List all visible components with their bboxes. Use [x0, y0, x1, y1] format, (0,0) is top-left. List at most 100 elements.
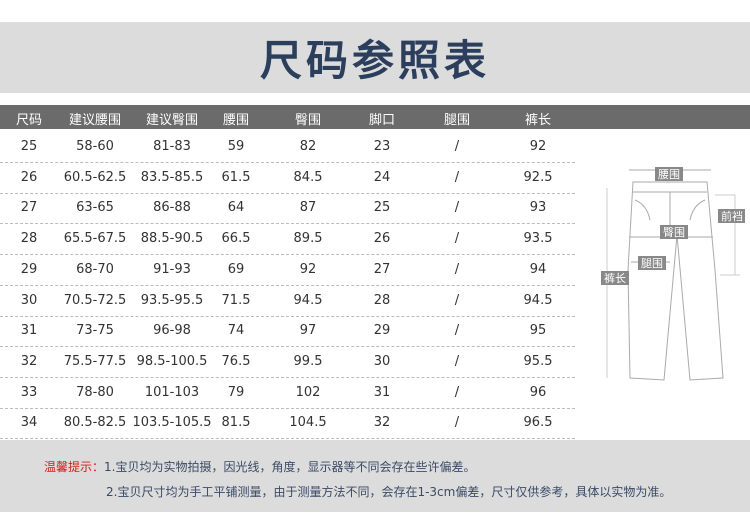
table-cell: 58-60 [76, 139, 114, 154]
table-cell: 63-65 [76, 200, 114, 216]
label-front-rise: 前裆 [721, 209, 743, 223]
table-cell: 25 [20, 139, 38, 154]
table-cell: 25 [373, 200, 391, 216]
table-cell: 96.5 [523, 415, 553, 431]
table-cell: / [454, 323, 460, 339]
table-cell: 29 [20, 261, 38, 277]
table-row: 32 75.5-77.5 98.5-100.5 76.5 99.5 30 / 95.5 [0, 346, 575, 378]
table-row: 30 70.5-72.5 93.5-95.5 71.5 94.5 28 / 94.5 [0, 285, 575, 317]
label-length: 裤长 [604, 271, 626, 285]
table-cell: 75.5-77.5 [63, 353, 127, 369]
table-cell: 80.5-82.5 [63, 415, 127, 431]
table-cell: 30 [20, 292, 38, 308]
table-cell: 69 [227, 261, 245, 277]
table-cell: 31 [373, 384, 391, 400]
table-cell: 28 [20, 231, 38, 247]
table-cell: 94.5 [293, 292, 323, 308]
table-cell: 96 [529, 384, 547, 400]
table-cell: 76.5 [221, 353, 251, 369]
table-header: 尺码 建议腰围 建议臀围 腰围 臀围 脚口 腿围 裤长 [0, 105, 750, 129]
table-cell: 101-103 [144, 384, 200, 400]
table-row: 28 65.5-67.5 88.5-90.5 66.5 89.5 26 / 93.5 [0, 223, 575, 256]
page-title: 尺码参照表 [259, 36, 490, 85]
table-cell: / [454, 415, 460, 431]
table-cell: 91-93 [153, 261, 191, 277]
table-cell: 59 [227, 139, 245, 154]
tip-1: 1.宝贝均为实物拍摄，因光线，角度，显示器等不同会存在些许偏差。 [104, 460, 476, 474]
column-header: 裤长 [524, 113, 552, 128]
table-cell: 29 [373, 323, 391, 339]
table-cell: 93.5-95.5 [140, 292, 204, 308]
label-thigh: 腿围 [641, 257, 663, 270]
tips-footer: 温馨提示：1.宝贝均为实物拍摄，因光线，角度，显示器等不同会存在些许偏差。 2.… [0, 440, 750, 512]
table-cell: 86-88 [153, 200, 191, 216]
table-cell: 66.5 [221, 231, 251, 247]
table-cell: 27 [373, 261, 391, 277]
table-cell: 34 [20, 415, 38, 431]
table-cell: 98.5-100.5 [136, 353, 208, 369]
table-cell: 95.5 [523, 353, 553, 369]
table-cell: 81-83 [153, 139, 191, 154]
table-cell: 73-75 [76, 323, 114, 339]
table-row: 26 60.5-62.5 83.5-85.5 61.5 84.5 24 / 92.5 [0, 162, 575, 194]
table-cell: 60.5-62.5 [63, 169, 127, 185]
table-cell: 24 [373, 169, 391, 185]
tip-2: 2.宝贝尺寸均为手工平铺测量，由于测量方法不同，会存在1-3cm偏差，尺寸仅供参… [106, 485, 672, 499]
diagram-labels: 腰围 前裆 臀围 腿围 裤长 [601, 167, 745, 285]
table-cell: 94 [529, 261, 547, 277]
table-row: 34 80.5-82.5 103.5-105.5 81.5 104.5 32 / 96.5 [0, 407, 575, 440]
table-cell: 28 [373, 292, 391, 308]
label-waist: 腰围 [658, 168, 680, 181]
table-cell: 26 [20, 169, 38, 185]
table-cell: 89.5 [293, 231, 323, 247]
table-cell: 27 [20, 200, 38, 216]
table-cell: 97 [299, 323, 317, 339]
table-cell: 79 [227, 384, 245, 400]
column-header: 建议腰围 [68, 113, 122, 128]
table-cell: 78-80 [76, 384, 114, 400]
table-cell: 65.5-67.5 [63, 231, 127, 247]
table-cell: / [454, 353, 460, 369]
table-cell: / [454, 292, 460, 308]
column-header: 尺码 [15, 113, 43, 128]
tips-label: 温馨提示： [44, 460, 105, 474]
table-cell: 99.5 [293, 353, 323, 369]
table-cell: 23 [373, 139, 391, 154]
table-cell: 95 [529, 323, 547, 339]
table-cell: 102 [295, 384, 321, 400]
title-banner: 尺码参照表 [0, 22, 750, 93]
table-cell: 64 [227, 200, 245, 216]
table-cell: / [454, 200, 460, 216]
table-cell: / [454, 261, 460, 277]
table-cell: 92 [529, 139, 547, 154]
table-cell: 33 [20, 384, 38, 400]
table-cell: / [454, 384, 460, 400]
table-cell: 84.5 [293, 169, 323, 185]
table-cell: 81.5 [221, 415, 251, 431]
table-row: 31 73-75 96-98 74 97 29 / 95 [0, 315, 575, 348]
table-cell: 32 [373, 415, 391, 431]
table-cell: / [454, 169, 460, 185]
table-cell: / [454, 139, 460, 154]
table-cell: 61.5 [221, 169, 251, 185]
table-cell: 93 [529, 200, 547, 216]
table-row: 29 68-70 91-93 69 92 27 / 94 [0, 254, 575, 286]
table-cell: 94.5 [523, 292, 553, 308]
table-cell: 74 [227, 323, 245, 339]
table-cell: 26 [373, 231, 391, 247]
table-cell: 96-98 [153, 323, 191, 339]
table-cell: / [454, 231, 460, 247]
label-hip: 臀围 [663, 226, 685, 239]
column-header: 臀围 [294, 113, 322, 128]
table-row: 33 78-80 101-103 79 102 31 / 96 [0, 377, 575, 409]
table-cell: 82 [299, 139, 317, 154]
table-cell: 68-70 [76, 261, 114, 277]
table-cell: 32 [20, 353, 38, 369]
table-cell: 70.5-72.5 [63, 292, 127, 308]
table-cell: 31 [20, 323, 38, 339]
table-cell: 92.5 [523, 169, 553, 185]
table-row: 25 58-60 81-83 59 82 23 / 92 [0, 131, 575, 163]
table-cell: 103.5-105.5 [132, 415, 212, 431]
table-cell: 87 [299, 200, 317, 216]
table-cell: 93.5 [523, 231, 553, 247]
